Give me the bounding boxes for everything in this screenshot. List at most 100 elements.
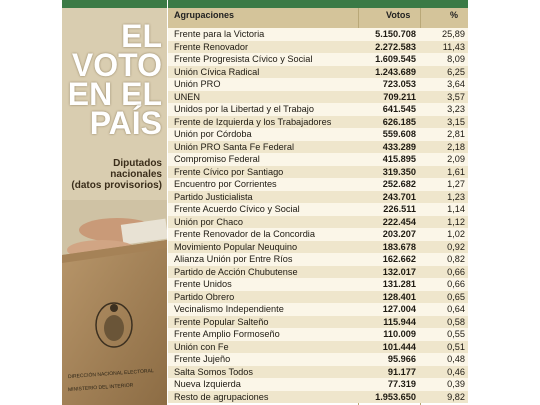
vote-percentage: 0,46 xyxy=(447,366,465,377)
table-row: Frente de Izquierda y los Trabajadores 62… xyxy=(168,115,468,128)
table-row: Frente Cívico por Santiago 319.350 1,61 xyxy=(168,165,468,178)
party-name: Frente Renovador de la Concordia xyxy=(174,229,315,239)
table-body: Frente para la Victoria 5.150.708 25,89 Fre… xyxy=(168,28,468,403)
table-row: Frente Jujeño 95.966 0,48 xyxy=(168,353,468,366)
vote-count: 115.944 xyxy=(383,316,416,327)
party-name: Frente Acuerdo Cívico y Social xyxy=(174,204,300,214)
vote-count: 723.053 xyxy=(382,79,416,89)
vote-count: 641.545 xyxy=(382,104,416,114)
table-row: Unión PRO Santa Fe Federal 433.289 2,18 xyxy=(168,140,468,153)
ballot-box-photo: DIRECCIÓN NACIONAL ELECTORAL MINISTERIO … xyxy=(62,200,167,405)
headline-line: EL xyxy=(121,18,162,54)
vote-count: 1.953.650 xyxy=(375,391,416,402)
left-panel: EL VOTO EN EL PAÍS Diputados nacionales … xyxy=(62,0,167,405)
vote-percentage: 0,92 xyxy=(447,241,465,252)
party-name: Vecinalismo Independiente xyxy=(174,304,284,314)
party-name: Frente de Izquierda y los Trabajadores xyxy=(174,116,332,127)
vote-count: 559.608 xyxy=(382,129,416,139)
vote-percentage: 2,09 xyxy=(447,154,465,164)
vote-count: 433.289 xyxy=(382,141,416,152)
party-name: Unidos por la Libertad y el Trabajo xyxy=(174,104,314,114)
vote-count: 1.609.545 xyxy=(375,54,416,64)
party-name: Frente Unidos xyxy=(174,279,232,289)
vote-count: 252.682 xyxy=(382,179,416,189)
photo-caption: MINISTERIO DEL INTERIOR xyxy=(68,382,134,393)
vote-percentage: 3,57 xyxy=(447,91,465,102)
party-name: Unión PRO Santa Fe Federal xyxy=(174,141,295,152)
vote-count: 128.401 xyxy=(382,291,416,302)
vote-count: 415.895 xyxy=(382,154,416,164)
party-name: Unión con Fe xyxy=(174,341,229,352)
subtitle-line: Diputados xyxy=(113,158,162,169)
party-name: Unión por Córdoba xyxy=(174,129,252,139)
vote-count: 2.272.583 xyxy=(375,41,416,52)
vote-percentage: 0,65 xyxy=(447,291,465,302)
table-row: Frente Popular Salteño 115.944 0,58 xyxy=(168,315,468,328)
party-name: Unión Cívica Radical xyxy=(174,66,260,77)
vote-count: 709.211 xyxy=(383,91,416,102)
infographic: EL VOTO EN EL PAÍS Diputados nacionales … xyxy=(62,0,472,405)
party-name: Partido Obrero xyxy=(174,291,235,302)
table-row: Frente Unidos 131.281 0,66 xyxy=(168,278,468,291)
party-name: Frente Renovador xyxy=(174,41,249,52)
column-header-name: Agrupaciones xyxy=(174,10,235,20)
vote-count: 203.207 xyxy=(382,229,416,239)
table-row: Frente Acuerdo Cívico y Social 226.511 1,1… xyxy=(168,203,468,216)
vote-count: 1.243.689 xyxy=(375,66,416,77)
vote-percentage: 1,23 xyxy=(447,191,465,202)
subtitle: Diputados nacionales (datos provisorios) xyxy=(66,158,162,191)
table-row: Vecinalismo Independiente 127.004 0,64 xyxy=(168,303,468,316)
party-name: Frente Popular Salteño xyxy=(174,316,269,327)
vote-percentage: 1,14 xyxy=(447,204,465,214)
table-row: Unión Cívica Radical 1.243.689 6,25 xyxy=(168,65,468,78)
table-row: Encuentro por Corrientes 252.682 1,27 xyxy=(168,178,468,191)
table-row: Frente Amplio Formoseño 110.009 0,55 xyxy=(168,328,468,341)
vote-percentage: 0,66 xyxy=(447,266,465,277)
vote-percentage: 3,64 xyxy=(447,79,465,89)
vote-percentage: 0,82 xyxy=(447,254,465,264)
vote-percentage: 25,89 xyxy=(442,29,465,39)
table-row: Frente Renovador de la Concordia 203.207 1… xyxy=(168,228,468,241)
vote-count: 626.185 xyxy=(382,116,416,127)
table-row: UNEN 709.211 3,57 xyxy=(168,90,468,103)
vote-count: 226.511 xyxy=(383,204,416,214)
vote-percentage: 0,55 xyxy=(447,329,465,339)
vote-count: 77.319 xyxy=(387,379,416,389)
party-name: Resto de agrupaciones xyxy=(174,391,269,402)
vote-count: 127.004 xyxy=(382,304,416,314)
party-name: Alianza Unión por Entre Ríos xyxy=(174,254,293,264)
vote-count: 243.701 xyxy=(382,191,416,202)
vote-percentage: 0,64 xyxy=(447,304,465,314)
vote-percentage: 0,66 xyxy=(447,279,465,289)
table-row: Alianza Unión por Entre Ríos 162.662 0,82 xyxy=(168,253,468,266)
party-name: Frente Amplio Formoseño xyxy=(174,329,280,339)
vote-percentage: 3,15 xyxy=(447,116,465,127)
table-row: Movimiento Popular Neuquino 183.678 0,92 xyxy=(168,240,468,253)
table-row: Partido de Acción Chubutense 132.017 0,66 xyxy=(168,265,468,278)
vote-percentage: 3,23 xyxy=(447,104,465,114)
party-name: Encuentro por Corrientes xyxy=(174,179,277,189)
table-row: Partido Obrero 128.401 0,65 xyxy=(168,290,468,303)
top-accent-bar xyxy=(62,0,167,8)
vote-percentage: 0,58 xyxy=(447,316,465,327)
vote-count: 222.454 xyxy=(382,216,416,227)
party-name: Compromiso Federal xyxy=(174,154,260,164)
party-name: Nueva Izquierda xyxy=(174,379,241,389)
vote-count: 95.966 xyxy=(387,354,416,364)
party-name: Frente Cívico por Santiago xyxy=(174,166,284,177)
table-row: Unión PRO 723.053 3,64 xyxy=(168,78,468,91)
subtitle-line: nacionales xyxy=(110,169,162,180)
party-name: Frente para la Victoria xyxy=(174,29,265,39)
table-row: Unión por Chaco 222.454 1,12 xyxy=(168,215,468,228)
vote-percentage: 2,81 xyxy=(447,129,465,139)
vote-percentage: 2,18 xyxy=(447,141,465,152)
table-row: Nueva Izquierda 77.319 0,39 xyxy=(168,378,468,391)
party-name: Frente Progresista Cívico y Social xyxy=(174,54,313,64)
vote-percentage: 1,02 xyxy=(447,229,465,239)
vote-count: 319.350 xyxy=(382,166,416,177)
party-name: Unión por Chaco xyxy=(174,216,243,227)
headline: EL VOTO EN EL PAÍS xyxy=(66,18,162,139)
party-name: Movimiento Popular Neuquino xyxy=(174,241,298,252)
table-header: Agrupaciones Votos % xyxy=(168,0,468,28)
table-row: Partido Justicialista 243.701 1,23 xyxy=(168,190,468,203)
